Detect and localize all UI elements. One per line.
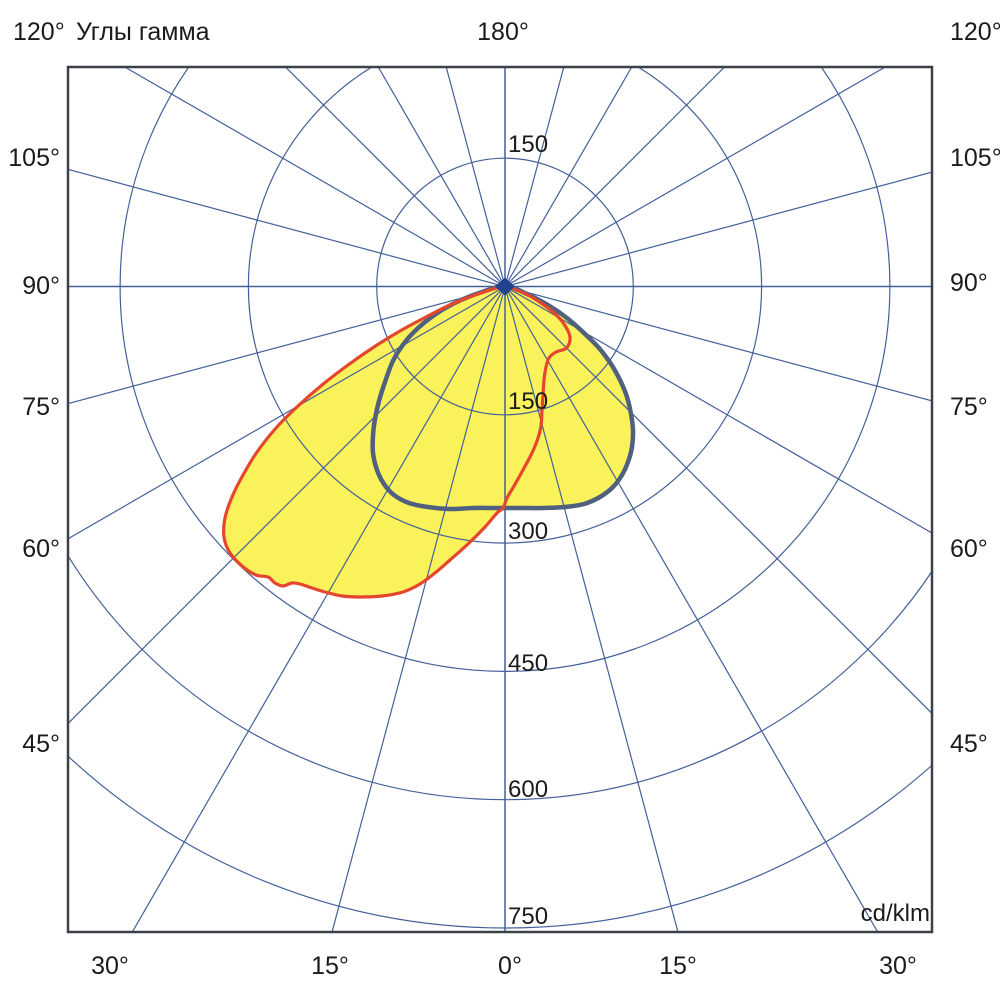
- gamma-right-tick-4: 45°: [950, 730, 988, 758]
- chart-title: Углы гамма: [76, 18, 210, 46]
- ring-value-label-2: 300: [508, 518, 548, 545]
- unit-label: cd/klm: [860, 900, 930, 927]
- ring-value-label-4: 600: [508, 776, 548, 803]
- beam-fill-c90: [372, 285, 634, 510]
- gamma-bottom-tick-3: 15°: [659, 952, 697, 980]
- gamma-left-tick-2: 75°: [22, 393, 60, 421]
- gamma-right-tick-1: 90°: [950, 269, 988, 297]
- gamma-right-tick-3: 60°: [950, 535, 988, 563]
- curve-c90-c270: [370, 283, 636, 512]
- ring-value-label-0: 150: [508, 131, 548, 158]
- gamma-bottom-tick-2: 0°: [498, 952, 522, 980]
- gamma-corner-label-right: 120°: [950, 18, 1000, 46]
- gamma-right-tick-2: 75°: [950, 393, 988, 421]
- gamma-left-tick-4: 45°: [22, 730, 60, 758]
- light-source-marker: [495, 277, 515, 296]
- ring-value-label-1: 150: [508, 388, 548, 415]
- gamma-bottom-tick-4: 30°: [879, 952, 917, 980]
- gamma-left-tick-3: 60°: [22, 535, 60, 563]
- ring-value-label-3: 450: [508, 650, 548, 677]
- gamma-bottom-tick-0: 30°: [91, 952, 129, 980]
- curve-c0-c180: [222, 284, 572, 599]
- gamma-top-label: 180°: [477, 18, 529, 46]
- gamma-left-tick-1: 90°: [22, 272, 60, 300]
- gamma-corner-label-left: 120°: [13, 18, 65, 46]
- plot-border: [66, 65, 934, 934]
- gamma-right-tick-0: 105°: [950, 144, 1000, 172]
- gamma-left-tick-0: 105°: [8, 144, 60, 172]
- ring-value-label-5: 750: [508, 903, 548, 930]
- gamma-bottom-tick-1: 15°: [311, 952, 349, 980]
